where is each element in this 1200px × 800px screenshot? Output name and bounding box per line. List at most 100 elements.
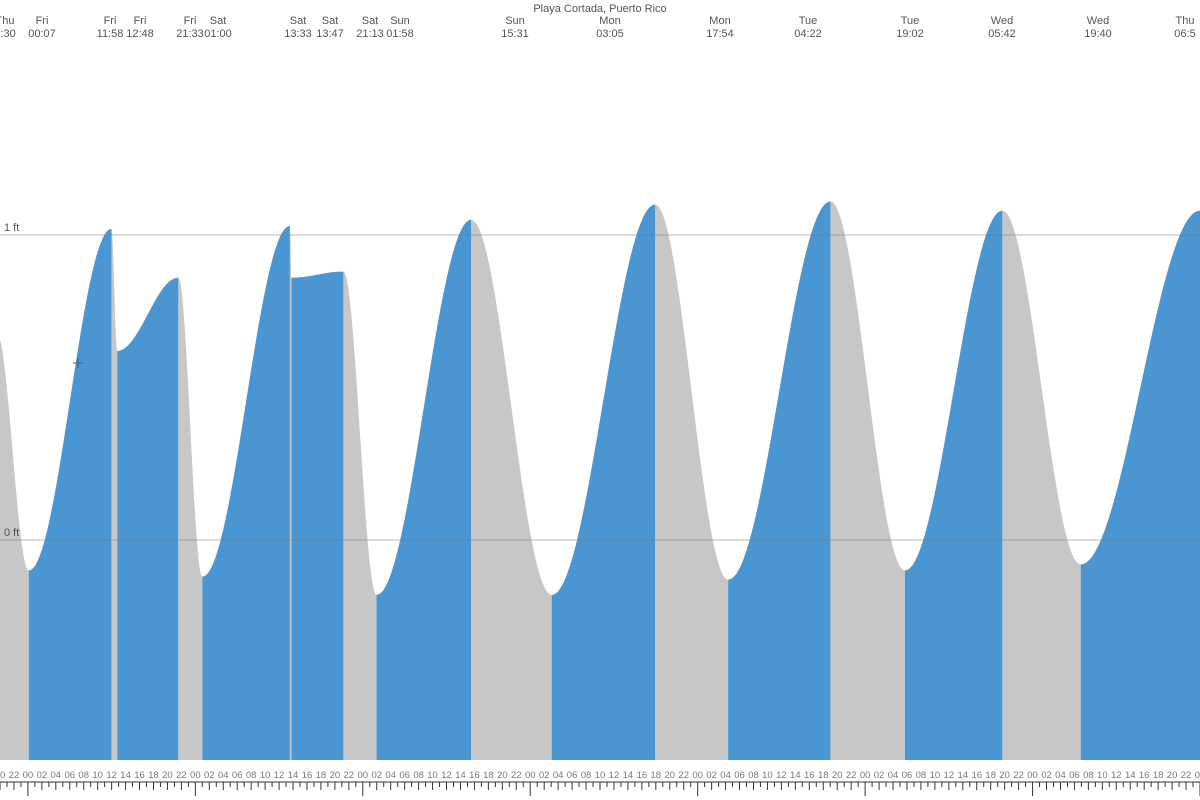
hour-label: 00 [692,770,703,781]
tide-rising-area [291,272,343,760]
hour-label: 14 [288,770,299,781]
tide-event-time: 01:00 [204,28,232,40]
hour-label: 18 [985,770,996,781]
hour-label: 12 [441,770,452,781]
tide-event-time: 15:31 [501,28,529,40]
hour-label: 00 [1027,770,1038,781]
tide-event-time: 19:40 [1084,28,1112,40]
hour-label: 12 [944,770,955,781]
hour-label: 14 [455,770,466,781]
hour-label: 06 [734,770,745,781]
tide-event-day: Wed [1087,15,1109,27]
tide-falling-area [655,205,728,761]
tide-event-day: Thu [1176,15,1195,27]
hour-label: 06 [1069,770,1080,781]
hour-label: 12 [776,770,787,781]
tide-event-time: 03:05 [596,28,624,40]
hour-label: 08 [916,770,927,781]
tide-falling-area [343,272,376,760]
tide-falling-area [290,226,292,760]
hour-label: 06 [64,770,75,781]
hour-label: 02 [204,770,215,781]
hour-label: 22 [1013,770,1024,781]
hour-label: 16 [134,770,145,781]
tide-event-day: Wed [991,15,1013,27]
tide-rising-area [117,278,178,760]
hour-label: 10 [762,770,773,781]
hour-label: 14 [1125,770,1136,781]
tide-falling-area [830,201,904,760]
tide-event-day: Fri [184,15,197,27]
hour-label: 22 [9,770,20,781]
hour-label: 20 [497,770,508,781]
tide-event-time: 01:58 [386,28,414,40]
hour-label: 02 [706,770,717,781]
hour-label: 20 [0,770,5,781]
tide-event-time: 1:30 [0,28,16,40]
hour-label: 12 [1111,770,1122,781]
hour-label: 06 [399,770,410,781]
hour-label: 04 [720,770,731,781]
tide-event-time: 21:13 [356,28,384,40]
tide-event-time: 12:48 [126,28,154,40]
hour-label: 00 [190,770,201,781]
hour-label: 16 [637,770,648,781]
tide-rising-area [905,211,1002,760]
tide-chart: 0 ft1 ftPlaya Cortada, Puerto RicoThu1:3… [0,0,1200,800]
hour-label: 08 [413,770,424,781]
y-axis-label: 0 ft [4,527,19,539]
tide-event-day: Sat [210,15,227,27]
hour-label: 20 [999,770,1010,781]
hour-label: 02 [37,770,48,781]
tide-event-day: Tue [901,15,920,27]
tide-event-time: 05:42 [988,28,1016,40]
tide-event-day: Mon [599,15,620,27]
hour-label: 22 [344,770,355,781]
hour-label: 16 [971,770,982,781]
hour-label: 20 [664,770,675,781]
hour-label: 08 [246,770,257,781]
tide-event-time: 19:02 [896,28,924,40]
hour-label: 04 [553,770,564,781]
hour-label: 00 [23,770,34,781]
hour-label: 10 [427,770,438,781]
tide-event-day: Fri [134,15,147,27]
hour-label: 10 [930,770,941,781]
hour-label: 16 [302,770,313,781]
hour-label: 16 [1139,770,1150,781]
tide-falling-area [178,278,202,760]
tide-event-day: Thu [0,15,14,27]
hour-label: 12 [609,770,620,781]
chart-title: Playa Cortada, Puerto Rico [533,3,666,15]
hour-label: 14 [120,770,131,781]
tide-rising-area [1081,211,1200,760]
hour-label: 02 [1041,770,1052,781]
tide-event-time: 21:33 [176,28,204,40]
hour-label: 08 [581,770,592,781]
hour-label: 18 [651,770,662,781]
hour-label: 14 [790,770,801,781]
tide-rising-area [29,229,112,760]
hour-label: 20 [330,770,341,781]
hour-label: 00 [358,770,369,781]
hour-label: 10 [1097,770,1108,781]
tide-falling-area [111,229,117,760]
hour-label: 14 [623,770,634,781]
hour-label: 00 [1195,770,1200,781]
tide-falling-area [0,333,29,760]
tide-rising-area [377,220,472,760]
hour-label: 20 [832,770,843,781]
hour-label: 08 [1083,770,1094,781]
tide-event-time: 04:22 [794,28,822,40]
hour-label: 06 [567,770,578,781]
tide-event-day: Sun [505,15,525,27]
hour-label: 04 [1055,770,1066,781]
hour-label: 02 [371,770,382,781]
tide-rising-area [552,205,655,761]
hour-label: 18 [148,770,159,781]
tide-event-time: 13:33 [284,28,312,40]
tide-event-time: 00:07 [28,28,56,40]
hour-label: 22 [846,770,857,781]
hour-label: 10 [260,770,271,781]
hour-label: 16 [469,770,480,781]
